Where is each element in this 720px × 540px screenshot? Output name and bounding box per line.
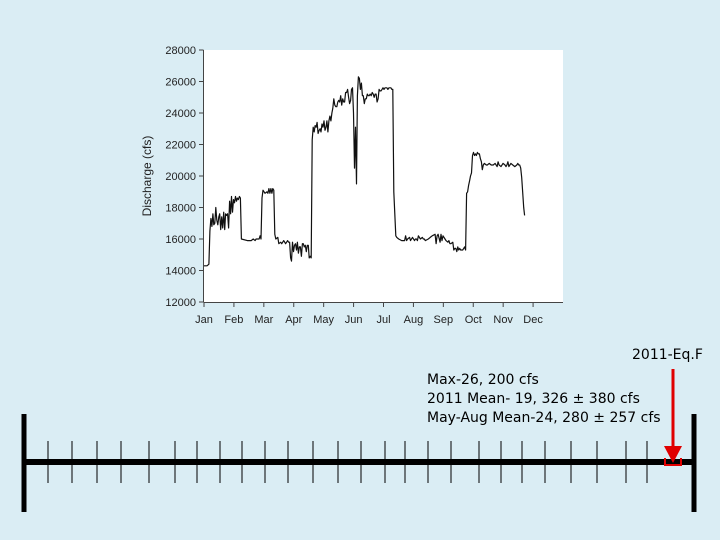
x-tick-label: Feb <box>224 314 243 326</box>
x-tick-label: Nov <box>493 314 513 326</box>
x-tick-label: May <box>313 314 334 326</box>
y-tick-label: 12000 <box>165 297 196 309</box>
x-tick-label: Dec <box>523 314 543 326</box>
y-tick-label: 20000 <box>165 171 196 183</box>
y-tick-label: 18000 <box>165 203 196 215</box>
x-tick-label: Jul <box>376 314 390 326</box>
stat-may-aug-mean: May-Aug Mean-24, 280 ± 257 cfs <box>427 410 661 426</box>
plot-area <box>204 50 563 302</box>
x-tick-label: Jan <box>195 314 213 326</box>
x-tick-label: Apr <box>285 314 302 326</box>
timeline-layer <box>21 369 697 512</box>
y-tick-label: 22000 <box>165 140 196 152</box>
x-tick-label: Mar <box>254 314 273 326</box>
event-label: 2011-Eq.F <box>632 347 703 363</box>
discharge-series-line <box>204 76 526 267</box>
marker-arrow-head <box>664 446 682 463</box>
x-tick-label: Sep <box>434 314 454 326</box>
stat-mean: 2011 Mean- 19, 326 ± 380 cfs <box>427 391 640 407</box>
marker-bracket <box>664 458 682 466</box>
plot-layer: 12000 14000 16000 18000 20000 22000 24000 26000… <box>140 45 563 326</box>
y-tick-label: 24000 <box>165 108 196 120</box>
y-tick-label: 26000 <box>165 77 196 89</box>
x-tick-label: Jun <box>345 314 363 326</box>
y-tick-label: 14000 <box>165 266 196 278</box>
x-tick-label: Aug <box>404 314 424 326</box>
statistics-block: Max-26, 200 cfs 2011 Mean- 19, 326 ± 380… <box>427 371 661 428</box>
y-tick-label: 16000 <box>165 234 196 246</box>
stat-max: Max-26, 200 cfs <box>427 372 539 388</box>
y-axis-title: Discharge (cfs) <box>140 136 154 217</box>
y-tick-label: 28000 <box>165 45 196 57</box>
x-tick-label: Oct <box>465 314 482 326</box>
